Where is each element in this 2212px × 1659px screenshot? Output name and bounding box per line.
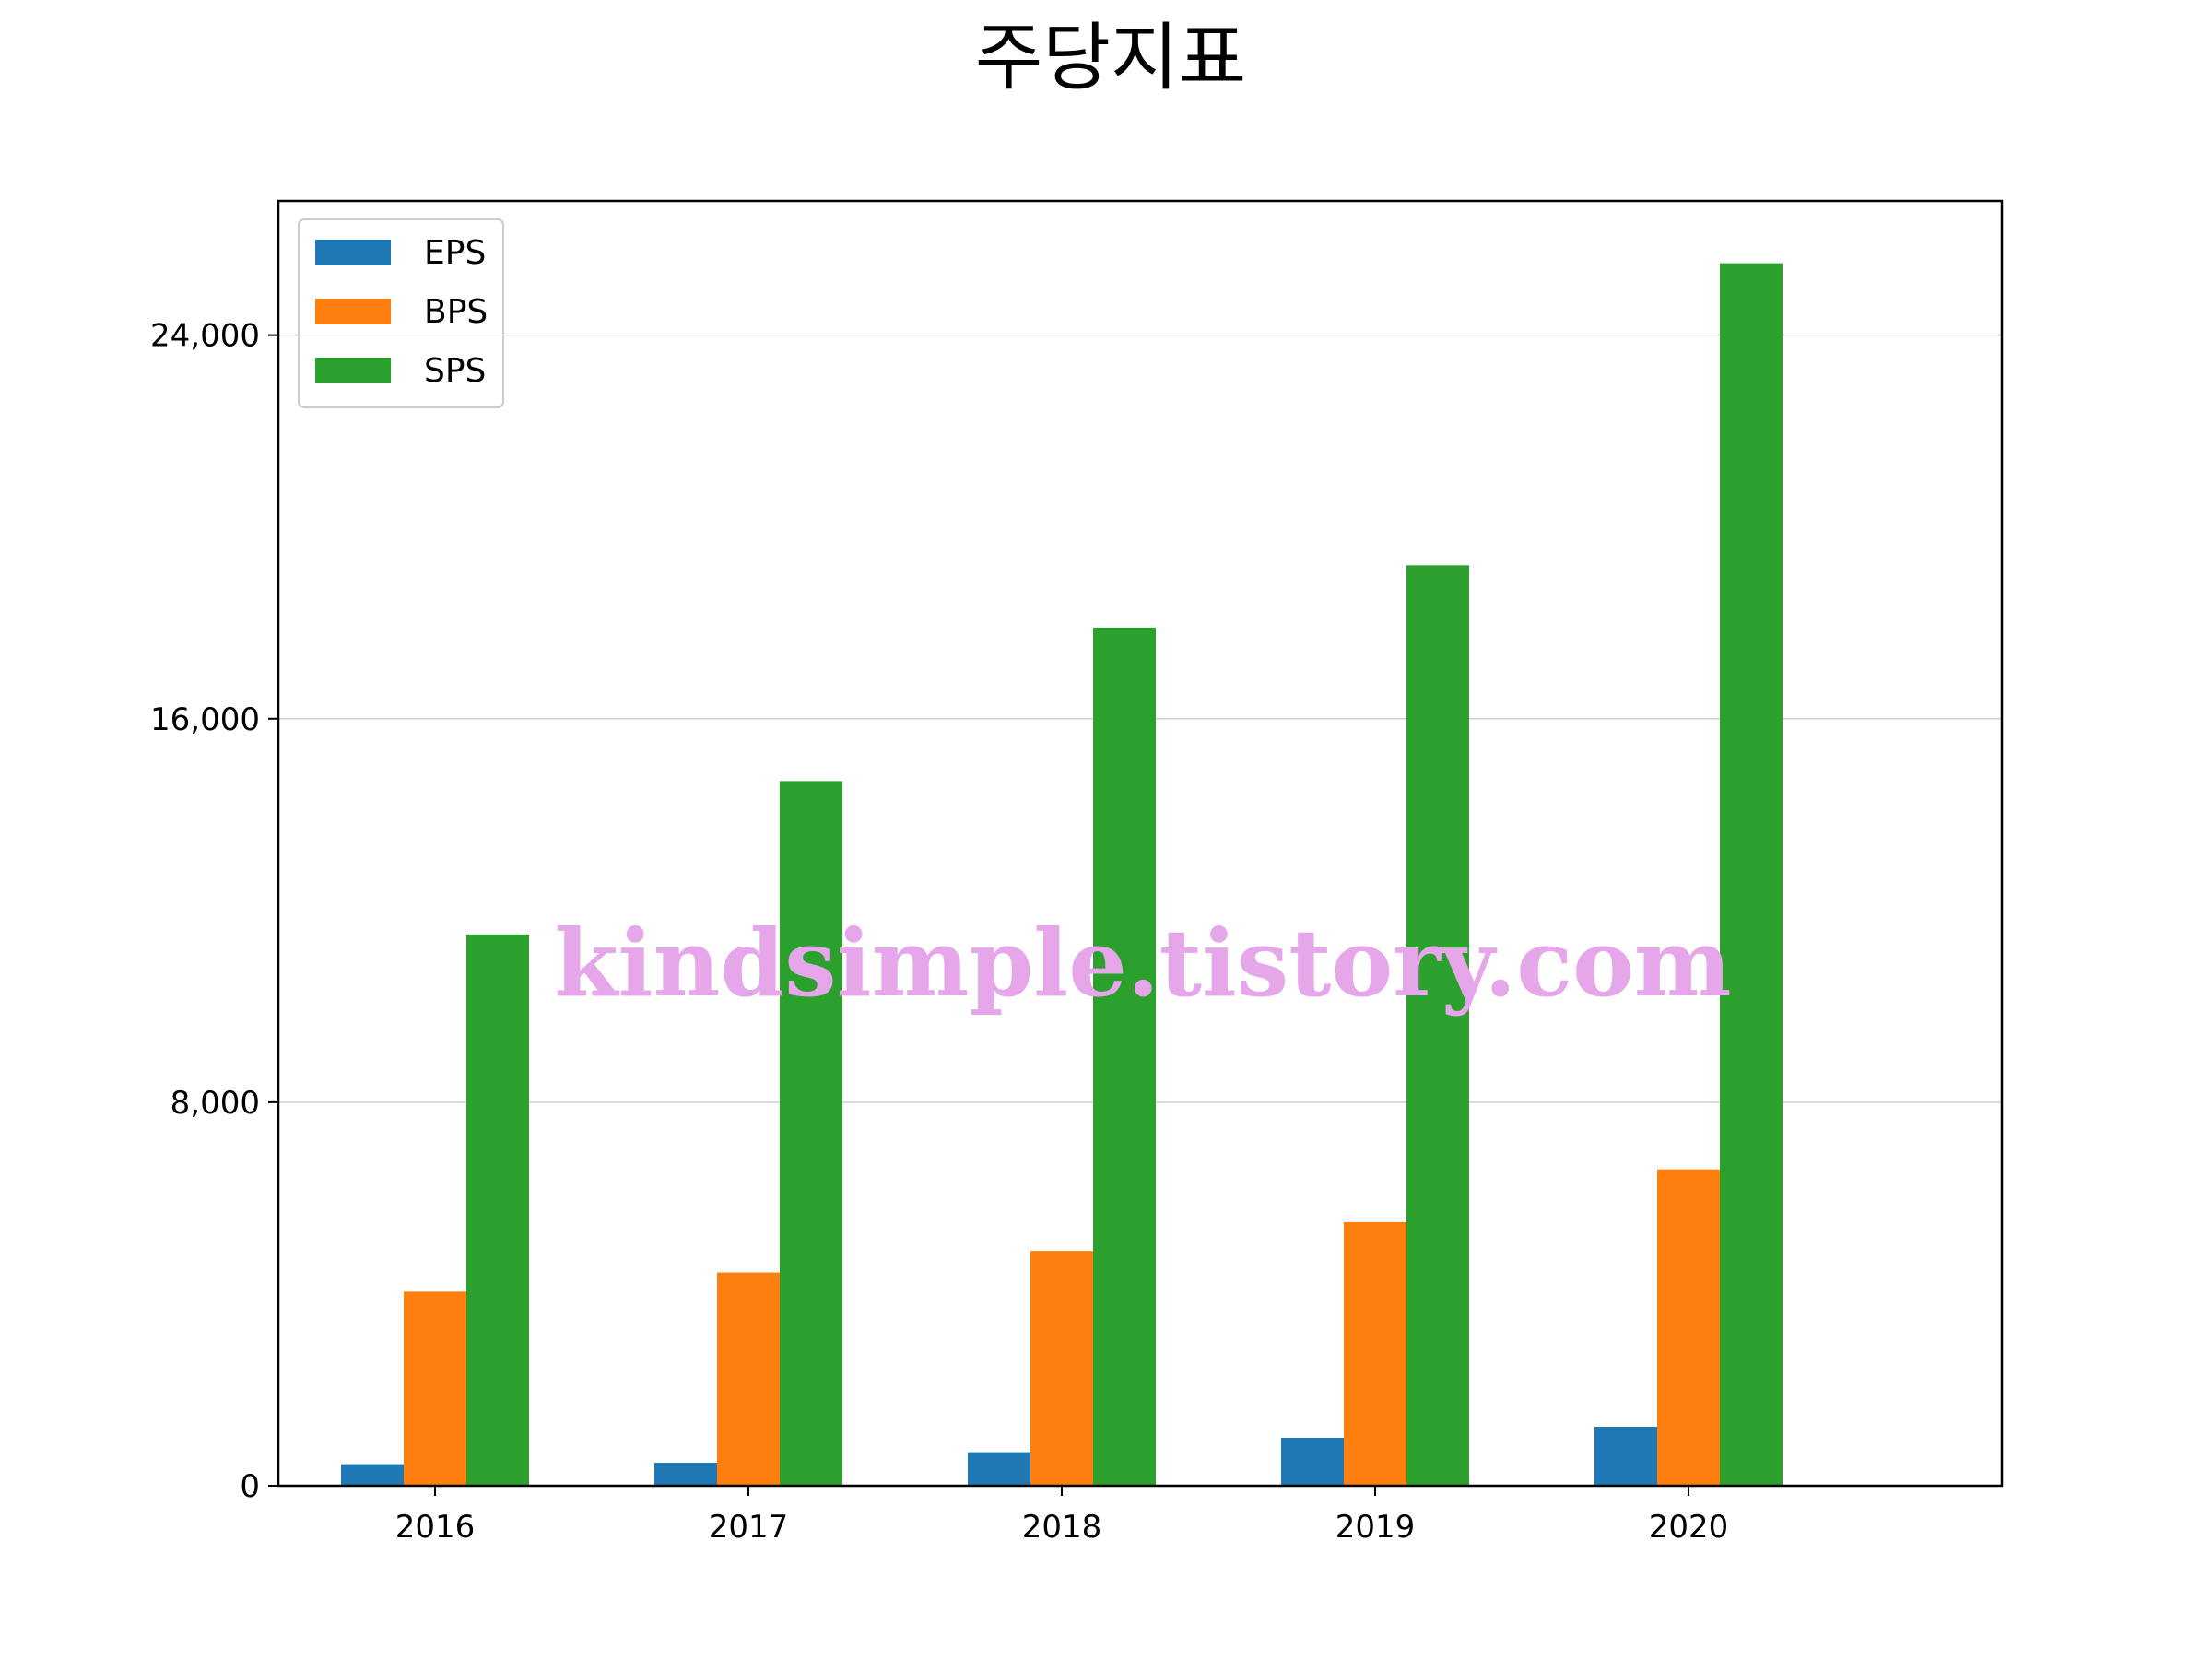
bar-bps-2020 (1657, 1169, 1720, 1486)
bar-bps-2018 (1030, 1251, 1093, 1486)
y-tick-label: 16,000 (150, 701, 260, 738)
legend-label-eps: EPS (424, 234, 486, 272)
x-tick-label: 2018 (1022, 1509, 1102, 1546)
bars (341, 263, 1783, 1487)
x-tick-label: 2019 (1335, 1509, 1416, 1546)
bar-sps-2017 (780, 781, 842, 1486)
y-tick-label: 8,000 (171, 1085, 260, 1122)
bar-eps-2017 (654, 1463, 717, 1486)
bar-sps-2018 (1093, 627, 1156, 1486)
bar-eps-2020 (1594, 1427, 1657, 1486)
plot-frame (276, 199, 2004, 1488)
x-tick-label: 2017 (709, 1509, 789, 1546)
legend-swatch-sps (315, 358, 391, 383)
watermark-text: kindsimple.tistory.com (554, 909, 1731, 1018)
chart-title: 주당지표 (975, 15, 1246, 100)
bar-bps-2017 (717, 1272, 780, 1486)
bar-eps-2019 (1281, 1437, 1344, 1486)
bar-bps-2016 (404, 1291, 466, 1486)
legend-swatch-bps (315, 299, 391, 324)
bar-sps-2019 (1406, 565, 1469, 1486)
bar-eps-2018 (968, 1452, 1030, 1486)
legend-label-sps: SPS (424, 352, 486, 390)
bar-eps-2016 (341, 1464, 404, 1486)
x-tick-label: 2020 (1649, 1509, 1729, 1546)
y-axis: 0 8,000 16,000 24,000 (150, 318, 278, 1505)
legend: EPS BPS SPS (298, 218, 504, 408)
legend-label-bps: BPS (424, 293, 488, 331)
y-tick-label: 24,000 (150, 318, 260, 355)
x-tick-label: 2016 (395, 1509, 476, 1546)
y-tick-label: 0 (240, 1468, 260, 1505)
bar-sps-2016 (466, 934, 529, 1486)
x-axis: 2016 2017 2018 2019 2020 (395, 1486, 1729, 1546)
bar-bps-2019 (1344, 1221, 1406, 1486)
legend-swatch-eps (315, 240, 391, 265)
bar-sps-2020 (1720, 263, 1783, 1487)
